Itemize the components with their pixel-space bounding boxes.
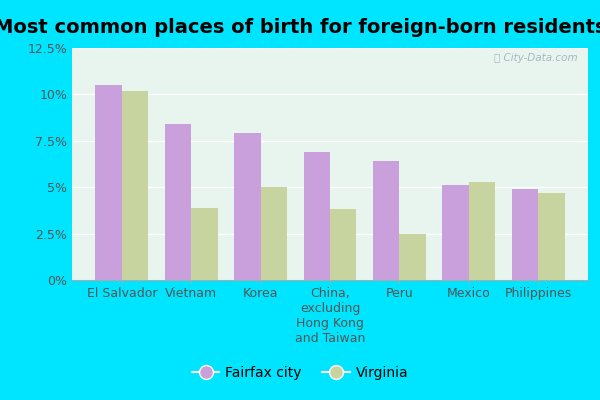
- Text: ⓘ City-Data.com: ⓘ City-Data.com: [494, 53, 578, 63]
- Bar: [95, 85, 122, 280]
- Legend: Fairfax city, Virginia: Fairfax city, Virginia: [186, 360, 414, 385]
- Bar: [191, 208, 218, 280]
- Bar: [469, 182, 495, 280]
- Text: Most common places of birth for foreign-born residents: Most common places of birth for foreign-…: [0, 18, 600, 37]
- Bar: [122, 91, 148, 280]
- Bar: [260, 187, 287, 280]
- Bar: [400, 234, 426, 280]
- Bar: [512, 189, 538, 280]
- Bar: [165, 124, 191, 280]
- Bar: [442, 185, 469, 280]
- Bar: [330, 210, 356, 280]
- Bar: [538, 193, 565, 280]
- Bar: [234, 133, 260, 280]
- Bar: [304, 152, 330, 280]
- Bar: [373, 161, 400, 280]
